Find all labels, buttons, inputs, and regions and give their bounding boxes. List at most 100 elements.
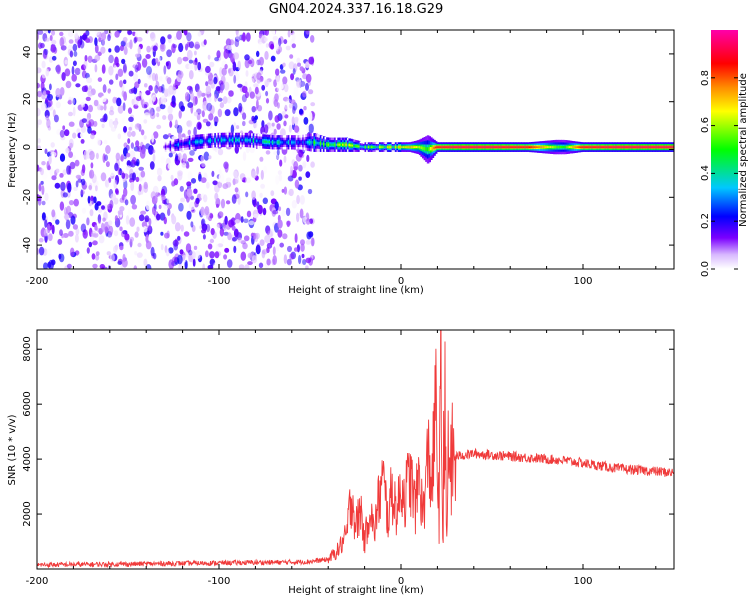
spectrogram-noise-cell: [281, 110, 286, 117]
spectrogram-noise-cell: [91, 253, 96, 260]
spectrogram-ridge-cell: [313, 141, 316, 144]
spectrogram-noise-cell: [200, 65, 206, 73]
spectrogram-noise-cell: [117, 210, 124, 215]
spectrogram-noise-cell: [37, 82, 40, 89]
colorbar-gradient: [711, 30, 738, 269]
spectrogram-noise-cell: [308, 111, 313, 122]
spectrogram-noise-cell: [183, 30, 188, 36]
spectrogram-ridge-cell: [474, 146, 478, 148]
spectrogram-noise-cell: [100, 172, 107, 182]
spectrogram-ridge-cell: [177, 143, 181, 146]
spectrogram-noise-cell: [47, 105, 54, 111]
spectrogram-noise-cell: [240, 216, 244, 223]
spectrogram-noise-cell: [271, 30, 276, 37]
spectrogram-noise-cell: [127, 107, 133, 114]
spectrogram-noise-cell: [66, 263, 72, 269]
spectrogram-ridge-cell: [441, 146, 444, 148]
spectrogram-ridge-cell: [263, 140, 267, 143]
spectrogram-noise-cell: [289, 54, 294, 59]
spectrogram-noise-cell: [265, 43, 269, 48]
spectrogram-ridge-cell: [532, 146, 535, 148]
spectrogram-noise-cell: [259, 239, 265, 247]
spectrogram-noise-cell: [145, 90, 151, 96]
spectrogram-noise-cell: [89, 209, 94, 217]
spectrogram-noise-cell: [311, 237, 315, 247]
spectrogram-ridge-cell: [230, 138, 233, 142]
spectrogram-ridge-cell: [661, 146, 665, 148]
spectrogram-noise-cell: [148, 107, 154, 116]
spectrogram-noise-cell: [213, 262, 217, 269]
spectrogram-noise-cell: [305, 248, 310, 258]
spectrogram-noise-cell: [143, 119, 148, 124]
spectrogram-noise-cell: [177, 56, 183, 65]
spectrogram-ridge-cell: [556, 146, 559, 149]
spectrogram-ridge-cell: [380, 146, 384, 148]
spectrogram-noise-cell: [188, 41, 195, 49]
spectrogram-noise-cell: [88, 185, 92, 190]
top-y-axis-label: Frequency (Hz): [7, 112, 18, 188]
spectrogram-noise-cell: [119, 45, 124, 52]
spectrogram-noise-cell: [242, 120, 246, 127]
spectrogram-noise-cell: [127, 138, 131, 144]
spectrogram-noise-cell: [117, 105, 124, 114]
spectrogram-ridge-cell: [471, 146, 475, 148]
spectrogram-noise-cell: [186, 32, 192, 42]
spectrogram-ridge-cell: [578, 146, 582, 148]
spectrogram-ridge-cell: [252, 139, 256, 142]
spectrogram-noise-cell: [174, 36, 178, 41]
spectrogram-noise-cell: [307, 188, 313, 195]
spectrogram-noise-cell: [145, 143, 151, 150]
spectrogram-noise-cell: [108, 118, 114, 128]
spectrogram-ridge-cell: [231, 138, 235, 142]
spectrogram-ridge-cell: [275, 141, 278, 144]
spectrogram-noise-cell: [102, 217, 106, 222]
spectrogram-noise-cell: [166, 198, 170, 204]
spectrogram-ridge-cell: [398, 146, 401, 148]
spectrogram-noise-cell: [159, 42, 166, 52]
spectrogram-noise-cell: [167, 113, 174, 122]
spectrogram-noise-cell: [296, 194, 300, 205]
spectrogram-noise-cell: [46, 43, 51, 51]
spectrogram-noise-cell: [185, 32, 192, 43]
spectrogram-noise-cell: [298, 254, 302, 265]
spectrogram-ridge-cell: [300, 141, 304, 144]
spectrogram-ridge-cell: [610, 146, 614, 148]
spectrogram-ridge-cell: [286, 141, 289, 144]
spectrogram-noise-cell: [206, 182, 210, 189]
spectrogram-noise-cell: [302, 161, 307, 169]
spectrogram-noise-cell: [83, 60, 88, 70]
spectrogram-noise-cell: [298, 164, 303, 172]
spectrogram-noise-cell: [95, 152, 99, 160]
spectrogram-ridge-cell: [388, 146, 391, 148]
spectrogram-noise-cell: [46, 248, 52, 256]
spectrogram-ridge-cell: [573, 146, 577, 148]
spectrogram-ridge-cell: [404, 146, 407, 148]
spectrogram-ridge-cell: [525, 146, 529, 148]
spectrogram-noise-cell: [273, 79, 277, 88]
spectrogram-ridge-cell: [652, 146, 655, 148]
spectrogram-noise-cell: [308, 231, 314, 238]
spectrogram-noise-cell: [114, 30, 120, 38]
bottom-xtick-label: 0: [398, 576, 404, 587]
top-ytick-label: 20: [22, 93, 33, 106]
spectrogram-noise-cell: [180, 224, 184, 232]
spectrogram-ridge-cell: [366, 146, 369, 148]
spectrogram-noise-cell: [69, 142, 73, 148]
spectrogram-ridge-cell: [461, 146, 465, 148]
spectrogram-ridge-cell: [334, 143, 337, 146]
spectrogram-ridge-cell: [428, 147, 431, 152]
spectrogram-noise-cell: [177, 152, 182, 161]
spectrogram-noise-cell: [284, 104, 288, 112]
spectrogram-ridge-cell: [664, 146, 668, 148]
spectrogram-ridge-cell: [546, 146, 550, 148]
spectrogram-noise-cell: [38, 237, 44, 243]
spectrogram-ridge-cell: [319, 142, 323, 145]
spectrogram-noise-cell: [278, 174, 283, 182]
spectrogram-noise-cell: [248, 59, 253, 65]
spectrogram-noise-cell: [70, 97, 75, 106]
spectrogram-ridge-cell: [457, 146, 460, 148]
spectrogram-noise-cell: [168, 152, 173, 158]
spectrogram-noise-cell: [167, 163, 173, 170]
spectrogram-noise-cell: [135, 96, 142, 102]
